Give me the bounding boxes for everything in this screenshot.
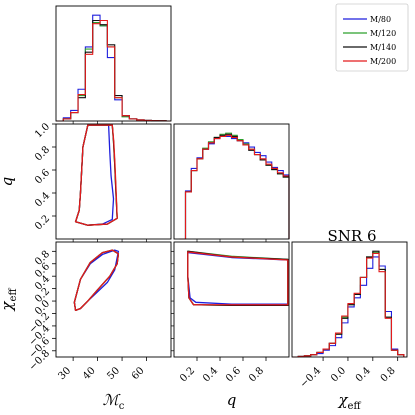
y-tick-label-q: 1.0 xyxy=(33,121,52,140)
contour-M/200 xyxy=(73,249,120,312)
x-tick-label-mc: 60 xyxy=(130,365,147,382)
panel-frame-mc xyxy=(55,5,172,122)
x-tick-label-chi: 0.4 xyxy=(354,365,373,384)
x-tick-label-chi: 0.0 xyxy=(329,365,348,384)
legend-entry: M/120 xyxy=(343,29,396,38)
histogram-mc xyxy=(56,14,171,122)
panel-frame-mc_chi xyxy=(55,241,172,358)
axis-label-subscript: c xyxy=(119,401,125,412)
histogram-step-M/200 xyxy=(179,134,290,240)
legend-frame xyxy=(335,3,409,72)
histogram-step-M/120 xyxy=(179,132,290,240)
y-tick-label-q: 0.4 xyxy=(33,190,52,209)
histogram-step-M/80 xyxy=(179,135,290,240)
legend-label: M/120 xyxy=(370,29,396,38)
contour-M/80 xyxy=(187,251,289,305)
histogram-step-M/200 xyxy=(56,19,171,122)
histogram-step-M/80 xyxy=(56,14,171,122)
histogram-chi xyxy=(292,250,405,358)
x-tick-label-mc: 50 xyxy=(105,365,122,382)
legend-entry: M/80 xyxy=(343,15,391,24)
x-tick-label-q: 0.2 xyxy=(178,365,197,384)
x-tick-label-mc: 40 xyxy=(81,365,98,382)
contour-M/200 xyxy=(74,124,118,226)
x-tick-label-chi: 0.8 xyxy=(379,365,398,384)
panel-frame-q xyxy=(173,123,290,240)
contour-M/200 xyxy=(187,251,289,306)
y-tick-label-chi: 0.8 xyxy=(33,249,52,268)
contour-panel-mc_q xyxy=(74,124,118,226)
histogram-step-M/200 xyxy=(292,252,405,358)
panel-frame-chi xyxy=(291,241,408,358)
x-tick-label-q: 0.8 xyxy=(247,365,266,384)
legend-entry: M/140 xyxy=(343,43,396,52)
y-tick-label-q: 0.8 xyxy=(33,144,52,163)
histogram-q xyxy=(179,132,290,240)
legend: M/80 M/120 M/140 M/200 xyxy=(335,3,409,72)
x-tick-label-q: 0.4 xyxy=(201,365,220,384)
contour-panel-q_chi xyxy=(187,250,289,307)
histogram-step-M/120 xyxy=(56,22,171,122)
x-tick-label-q: 0.6 xyxy=(224,365,243,384)
x-axis-label-chi: χeff xyxy=(337,391,361,412)
x-axis-label-mc: ℳc xyxy=(103,391,125,412)
axis-label-subscript: eff xyxy=(8,288,19,302)
title-text: SNR 6 xyxy=(327,227,376,245)
x-tick-label-chi: −0.4 xyxy=(298,365,323,390)
legend-label: M/80 xyxy=(370,15,391,24)
y-tick-label-q: 0.2 xyxy=(33,213,52,232)
x-axis-label-q: q xyxy=(227,391,237,409)
y-axis-label-chi: χeff xyxy=(0,288,19,312)
axis-label-subscript: eff xyxy=(348,401,362,412)
histogram-step-M/140 xyxy=(179,133,290,240)
contour-panel-mc_chi xyxy=(73,249,120,312)
y-tick-label-q: 0.6 xyxy=(33,167,52,186)
histogram-step-M/140 xyxy=(56,19,171,122)
legend-label: M/140 xyxy=(370,43,396,52)
panel-frame-mc_q xyxy=(55,123,172,240)
y-axis-label-q: q xyxy=(0,177,16,187)
legend-label: M/200 xyxy=(370,57,396,66)
panel-frame-q_chi xyxy=(173,241,290,358)
legend-entry: M/200 xyxy=(343,57,396,66)
x-tick-label-mc: 30 xyxy=(56,365,73,382)
contour-M/80 xyxy=(73,249,120,312)
